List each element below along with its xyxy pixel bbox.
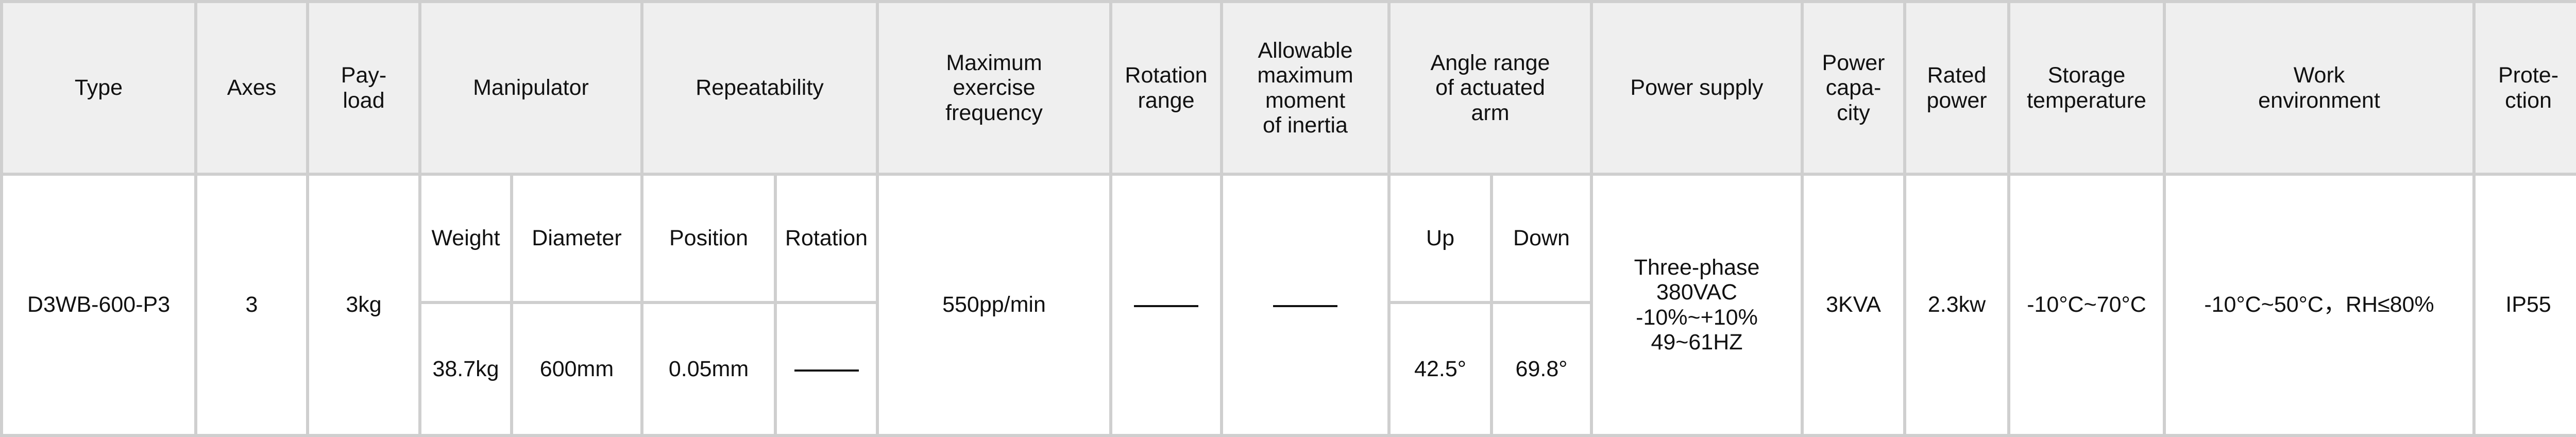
header-max-freq: Maximum exercise frequency (876, 0, 1112, 176)
cell-power-supply: Three-phase 380VAC -10%~+10% 49~61HZ (1590, 173, 1804, 437)
cell-work-env: -10°C~50°C，RH≤80% (2163, 173, 2476, 437)
dash-rotation (794, 369, 859, 372)
cell-inertia (1220, 173, 1391, 437)
cell-power-capacity: 3KVA (1801, 173, 1906, 437)
cell-max-freq: 550pp/min (876, 173, 1112, 437)
cell-payload: 3kg (306, 173, 421, 437)
cell-down: 69.8° (1490, 301, 1593, 437)
dash-inertia (1273, 305, 1337, 308)
header-repeatability: Repeatability (640, 0, 879, 176)
header-work-env: Work environment (2163, 0, 2476, 176)
cell-rated-power: 2.3kw (1903, 173, 2010, 437)
cell-protection: IP55 (2472, 173, 2576, 437)
header-manipulator: Manipulator (418, 0, 643, 176)
subheader-rotation: Rotation (774, 173, 879, 304)
cell-position: 0.05mm (640, 301, 777, 437)
header-axes: Axes (194, 0, 309, 176)
cell-weight: 38.7kg (418, 301, 513, 437)
subheader-down: Down (1490, 173, 1593, 304)
cell-diameter: 600mm (510, 301, 643, 437)
header-angle-range: Angle range of actuated arm (1387, 0, 1593, 176)
header-power-capacity: Power capa- city (1801, 0, 1906, 176)
header-rated-power: Rated power (1903, 0, 2010, 176)
cell-rotation-range (1109, 173, 1223, 437)
cell-axes: 3 (194, 173, 309, 437)
header-protection: Prote- ction (2472, 0, 2576, 176)
header-rotation-range: Rotation range (1109, 0, 1223, 176)
header-type: Type (0, 0, 197, 176)
dash-rotation-range (1134, 305, 1198, 308)
header-row: Type Axes Pay- load Manipulator Repeatab… (0, 0, 2576, 176)
subheader-diameter: Diameter (510, 173, 643, 304)
header-inertia: Allowable maximum moment of inertia (1220, 0, 1391, 176)
subheader-position: Position (640, 173, 777, 304)
subheader-weight: Weight (418, 173, 513, 304)
header-power-supply: Power supply (1590, 0, 1804, 176)
cell-up: 42.5° (1387, 301, 1493, 437)
subheader-row: D3WB-600-P3 3 3kg Weight Diameter Positi… (0, 173, 2576, 437)
cell-rotation (774, 301, 879, 437)
cell-storage-temp: -10°C~70°C (2007, 173, 2166, 437)
header-storage-temp: Storage temperature (2007, 0, 2166, 176)
cell-type: D3WB-600-P3 (0, 173, 197, 437)
header-payload: Pay- load (306, 0, 421, 176)
subheader-up: Up (1387, 173, 1493, 304)
